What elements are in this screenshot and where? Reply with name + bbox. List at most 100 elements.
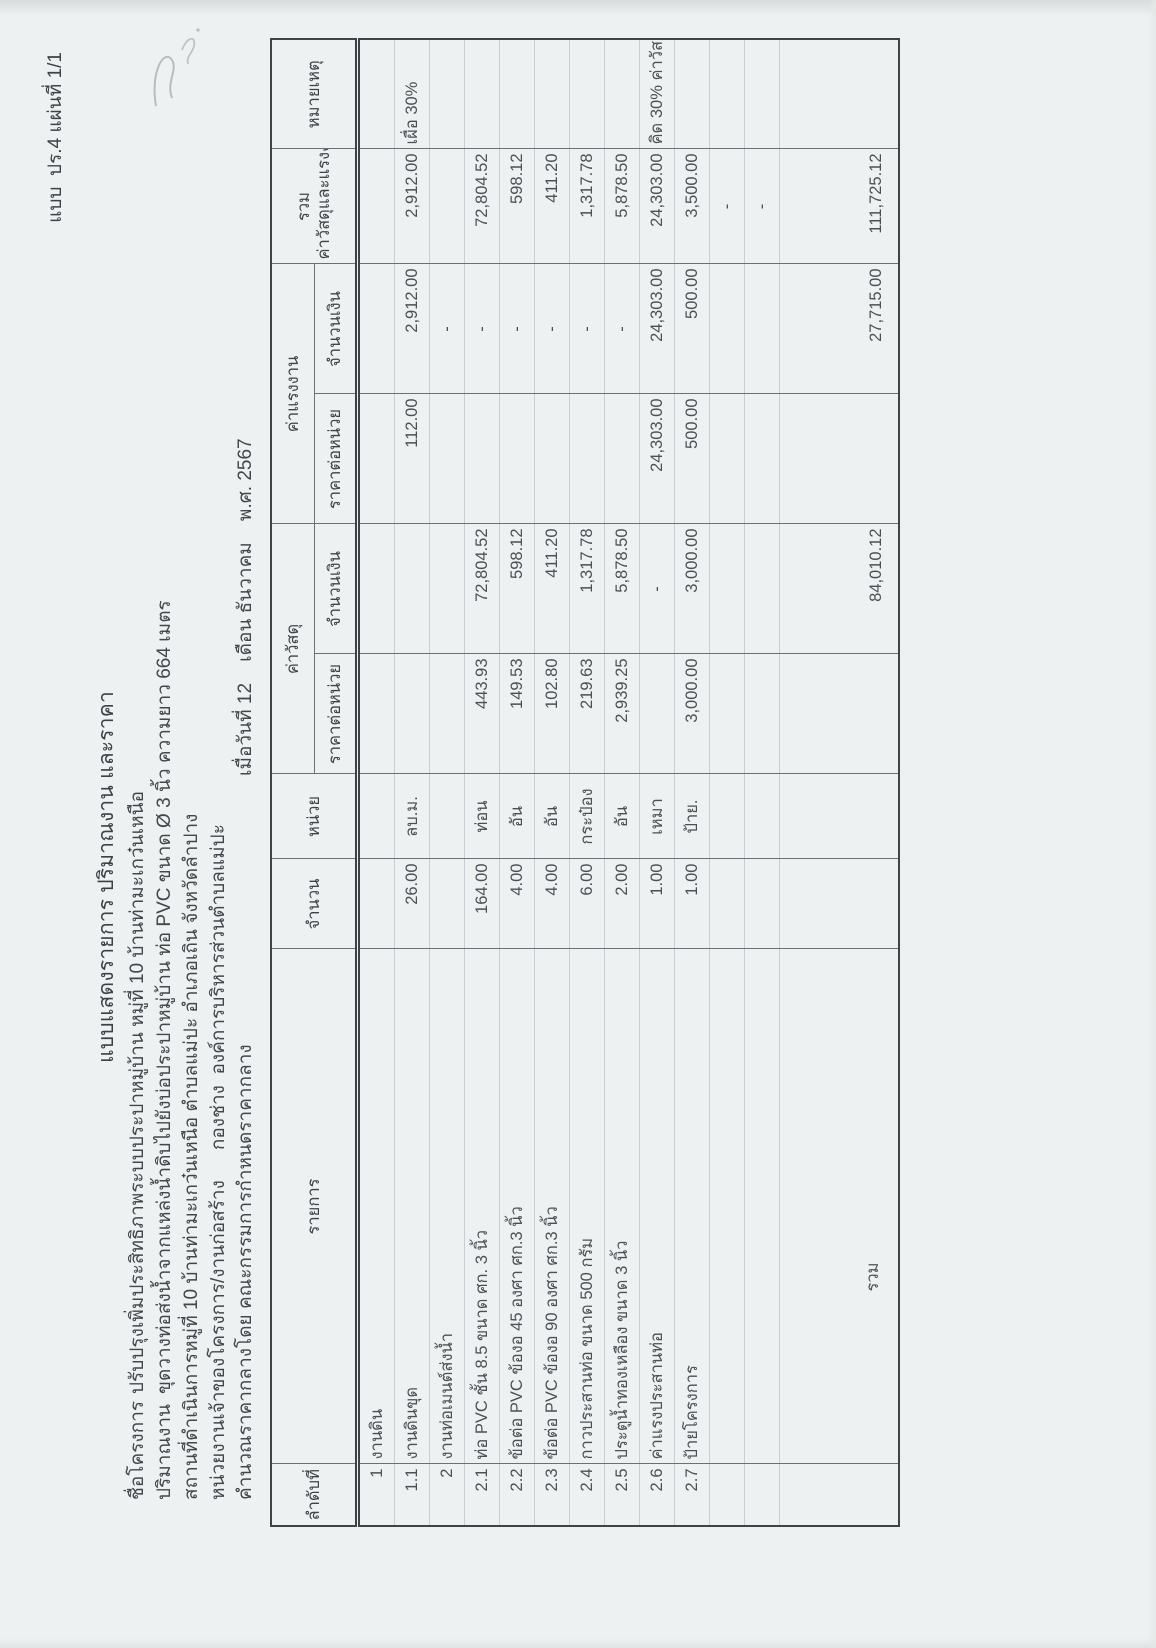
- cell-remark: [674, 38, 710, 149]
- cell-labor-amount: -: [499, 263, 535, 394]
- cell-material-amount: [744, 523, 780, 654]
- cell-material-amount: [394, 523, 430, 654]
- cell-unit: [429, 774, 465, 859]
- cell-labor-unit-price: [709, 393, 745, 524]
- cell-no: 2.5: [604, 1464, 640, 1526]
- meta-line-location: สถานที่ดำเนินการหมู่ที่ 10 บ้านท่ามะเกว๋…: [178, 600, 205, 1500]
- cell-labor-amount: -: [464, 263, 500, 394]
- total-header-line2: ค่าวัสดุและแรงงาน: [314, 148, 333, 260]
- meta-line-quantity: ปริมาณงาน ขุดวางท่อส่งน้ำจากแหล่งน้ำดิบไป…: [151, 600, 178, 1500]
- cell-no: 1.1: [394, 1464, 430, 1526]
- group-header-material: ค่าวัสดุ: [271, 523, 315, 774]
- calculation-date-value: เมื่อวันที่ 12 เดือน ธันวาคม พ.ศ. 2567: [235, 438, 256, 776]
- cell-description: [709, 949, 745, 1464]
- cell-description: [744, 949, 780, 1464]
- cell-labor-amount: -: [534, 263, 570, 394]
- cell-description: กาวประสานท่อ ขนาด 500 กรัม: [569, 949, 605, 1464]
- cell-total: [357, 148, 395, 264]
- col-header-unit: หน่วย: [271, 774, 358, 859]
- cell-labor-unit-price: [744, 393, 780, 524]
- cell-labor-unit-price: 500.00: [674, 393, 710, 524]
- cell-quantity: 4.00: [534, 859, 570, 949]
- cell-material-amount: 3,000.00: [674, 523, 710, 654]
- cell-no: [744, 1464, 780, 1526]
- owner-agency-value: กองช่าง องค์การบริหารส่วนตำบลแม่ปะ: [208, 824, 229, 1151]
- cell-total: -: [709, 148, 745, 264]
- cell-quantity: 1.00: [639, 859, 675, 949]
- cell-unit: [779, 774, 814, 859]
- col-header-item: รายการ: [271, 949, 358, 1464]
- cell-material-unit-price: [357, 654, 395, 774]
- owner-agency-label: หน่วยงานเจ้าของโครงการ/งานก่อสร้าง: [208, 1180, 229, 1500]
- cell-material-unit-price: [394, 654, 430, 774]
- table-row: 2.6 ค่าแรงประสานท่อ 1.00 เหมา - 24,303.0…: [639, 38, 675, 1526]
- table-row: [779, 38, 814, 1526]
- cell-unit: [357, 774, 395, 859]
- cell-remark: [499, 38, 535, 149]
- cell-total: 3,500.00: [674, 148, 710, 264]
- cell-quantity: 26.00: [394, 859, 430, 949]
- cell-description: ข้อต่อ PVC ข้องอ 45 องศา ศก.3 นิ้ว: [499, 949, 535, 1464]
- cell-no: 1: [357, 1464, 395, 1526]
- table-row: -: [744, 38, 780, 1526]
- col-header-remark: หมายเหตุ: [271, 38, 358, 149]
- cell-quantity: [779, 859, 814, 949]
- cell-description: งานดิน: [357, 949, 395, 1464]
- total-header-line1: รวม: [294, 191, 313, 221]
- cell-labor-unit-price: 24,303.00: [639, 393, 675, 524]
- cell-no: [779, 1464, 814, 1526]
- cell-quantity: [709, 859, 745, 949]
- cell-remark: [357, 38, 395, 149]
- cell-labor-amount: [744, 263, 780, 394]
- cell-remark: [534, 38, 570, 149]
- total-remark-cell: [814, 38, 899, 149]
- cell-material-unit-price: [779, 654, 814, 774]
- cell-labor-unit-price: 112.00: [394, 393, 430, 524]
- cell-total: 24,303.00: [639, 148, 675, 264]
- cell-unit: [709, 774, 745, 859]
- cell-no: 2.6: [639, 1464, 675, 1526]
- cell-quantity: 2.00: [604, 859, 640, 949]
- cell-description: ท่อ PVC ชั้น 8.5 ขนาด ศก. 3 นิ้ว: [464, 949, 500, 1464]
- cell-material-unit-price: 3,000.00: [674, 654, 710, 774]
- cell-no: 2: [429, 1464, 465, 1526]
- project-meta-section: ชื่อโครงการ ปรับปรุงเพิ่มประสิทธิภาพระบบป…: [124, 438, 259, 1500]
- boq-table-body: 1 งานดิน 1.1 งานดินขุด 26.00 ลบ.ม. 112.0…: [357, 38, 814, 1526]
- table-row: 2.3 ข้อต่อ PVC ข้องอ 90 องศา ศก.3 นิ้ว 4…: [534, 38, 570, 1526]
- meta-line-calculation: คำนวณราคากลางโดย คณะกรรมการกำหนดราคากลาง…: [232, 438, 259, 1500]
- cell-material-amount: 72,804.52: [464, 523, 500, 654]
- sub-header-material-amount: จำนวนเงิน: [314, 523, 358, 654]
- table-total-row: รวม 84,010.12 27,715.00 111,725.12: [814, 38, 899, 1526]
- work-quantity-value: ขุดวางท่อส่งน้ำจากแหล่งน้ำดิบไปยังบ่อประ…: [154, 600, 175, 1394]
- cell-labor-unit-price: [357, 393, 395, 524]
- total-label: รวม: [814, 949, 899, 1464]
- document-title: แบบแสดงรายการ ปริมาณงาน และราคา: [95, 691, 118, 1063]
- cell-labor-amount: -: [604, 263, 640, 394]
- form-code-label: แบบ ปร.4 แผ่นที่ 1/1: [45, 52, 66, 223]
- location-label: สถานที่ดำเนินการ: [181, 1352, 202, 1500]
- cell-material-amount: [779, 523, 814, 654]
- cell-total: 2,912.00: [394, 148, 430, 264]
- cell-no: 2.7: [674, 1464, 710, 1526]
- total-qty-cell: [814, 859, 899, 949]
- group-header-labor: ค่าแรงงาน: [271, 263, 315, 524]
- sub-header-labor-amount: จำนวนเงิน: [314, 263, 358, 394]
- table-row: 2 งานท่อเมนต์ส่งน้ำ -: [429, 38, 465, 1526]
- cell-labor-unit-price: [569, 393, 605, 524]
- cell-remark: [744, 38, 780, 149]
- cell-material-amount: 1,317.78: [569, 523, 605, 654]
- total-material-unit-price-cell: [814, 654, 899, 774]
- cell-total: [429, 148, 465, 264]
- cell-material-unit-price: [744, 654, 780, 774]
- total-no-cell: [814, 1464, 899, 1526]
- cell-labor-amount: [357, 263, 395, 394]
- table-row: 2.2 ข้อต่อ PVC ข้องอ 45 องศา ศก.3 นิ้ว 4…: [499, 38, 535, 1526]
- cell-remark: [569, 38, 605, 149]
- work-quantity-label: ปริมาณงาน: [154, 1403, 175, 1500]
- cell-labor-unit-price: [534, 393, 570, 524]
- cell-material-amount: 411.20: [534, 523, 570, 654]
- cell-remark: [429, 38, 465, 149]
- cell-remark: [604, 38, 640, 149]
- project-name-value: ปรับปรุงเพิ่มประสิทธิภาพระบบประปาหมู่บ้า…: [127, 790, 148, 1394]
